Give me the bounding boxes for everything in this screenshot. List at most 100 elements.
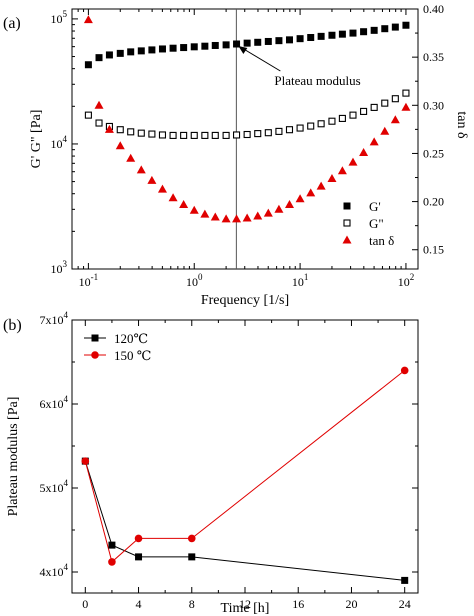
panel-a-series-1-point [158, 131, 167, 139]
panel-a-label: (a) [3, 15, 21, 32]
panel-a-series-1-point [243, 130, 251, 139]
panel-a-series-0-point [211, 41, 219, 49]
panel-a-series-1-point [328, 117, 336, 125]
panel-a-x-tick-label-base: 10 [292, 275, 304, 289]
panel-a-series-2-point [401, 102, 411, 111]
panel-b-label: (b) [3, 317, 22, 334]
panel-b-series-0-point [108, 541, 116, 549]
panel-a-y-tick-label: 105 [51, 9, 68, 26]
panel-a-series-1-point [264, 129, 272, 137]
panel-a-legend-marker-0 [343, 202, 351, 210]
panel-a-series-2-point [253, 211, 263, 220]
panel-a-series-2-point [337, 166, 347, 175]
panel-a-y2-tick-label: 0.40 [423, 2, 444, 16]
panel-a-series-0-point [275, 37, 283, 45]
panel-a-series-0-point [137, 47, 145, 55]
panel-a-series-1-point [317, 120, 325, 128]
panel-b-series-1-point [81, 457, 90, 465]
panel-a-series-2-point [168, 193, 178, 202]
panel-a-legend-marker-2 [342, 235, 352, 244]
panel-a-series-0-point [307, 34, 315, 42]
panel-a-series-2-point [104, 124, 114, 133]
panel-a-series-1-point [84, 111, 92, 119]
annotation-text: Plateau modulus [274, 73, 360, 88]
panel-b-y-tick-label: 4x104 [40, 562, 69, 579]
panel-b-x-tick-label: 20 [345, 597, 357, 611]
panel-b-y-tick-label: 5x104 [40, 478, 69, 495]
panel-a-series-0-point [338, 30, 346, 38]
panel-a-series-2-point [295, 194, 305, 203]
panel-a-x-tick-label-base: 10 [186, 275, 198, 289]
panel-b-legend-label-0: 120℃ [114, 331, 148, 346]
panel-a-series-2-point [200, 209, 210, 218]
panel-b-y-tick-label-base: 5x10 [40, 481, 64, 495]
panel-a-series-1-point [360, 107, 368, 115]
panel-a-x-tick-label-exp: -1 [91, 272, 99, 282]
panel-b-series-1-point [400, 366, 409, 375]
panel-a-series-1-point [285, 126, 294, 134]
panel-a-y-tick-label-exp: 4 [63, 134, 68, 144]
panel-a-series-0-point [201, 42, 209, 50]
panel-a-series-2-point [263, 208, 273, 217]
panel-b-y-tick-label-exp: 4 [64, 394, 69, 404]
panel-a-series-0-point [105, 51, 113, 59]
panel-a-y-tick-label-base: 10 [51, 137, 63, 151]
panel-a-series-0-point [381, 25, 389, 33]
panel-a-series-0-point [402, 21, 410, 29]
panel-a-series-1-point [391, 95, 399, 103]
panel-a-series-1-point [180, 131, 188, 139]
panel-a-series-0-point [116, 49, 124, 57]
panel-a-series-0-point [95, 54, 103, 62]
panel-a-legend-label-1: G" [369, 216, 384, 231]
panel-a-series-1-point [370, 103, 378, 111]
panel-b-y-tick-label: 6x104 [40, 394, 69, 411]
panel-a-series-1-point [95, 119, 103, 127]
panel-a-y-tick-label: 104 [51, 134, 68, 151]
panel-a-series-0-point [169, 44, 177, 52]
panel-a-series-0-point [370, 26, 378, 34]
panel-a-series-0-point [296, 35, 304, 43]
panel-b-x-tick-label: 8 [189, 597, 195, 611]
panel-a-series-1-point [254, 130, 262, 138]
panel-a-series-2-point [189, 205, 199, 214]
panel-a-legend-label-0: G' [369, 199, 381, 214]
panel-b-series-0-point [188, 553, 196, 561]
panel-a-legend-label-2: tan δ [369, 233, 394, 248]
panel-a-series-2-point [284, 199, 294, 208]
panel-a-y2-tick-label: 0.35 [423, 50, 444, 64]
panel-a-series-0-point [349, 29, 357, 37]
panel-a-series-2-point [115, 141, 125, 150]
panel-a-series-0-point [148, 46, 156, 54]
panel-a-y-tick-label-exp: 3 [63, 259, 68, 269]
panel-a-series-2-point [126, 153, 136, 162]
panel-b-series-1-line [84, 370, 406, 563]
panel-b-x-tick-label: 12 [239, 597, 251, 611]
panel-a-x-tick-label: 10-1 [79, 272, 99, 289]
panel-b-series-1-point [108, 558, 116, 566]
panel-a-series-1-point [402, 89, 410, 97]
panel-b-x-tick-label: 24 [399, 597, 411, 611]
panel-a-series-2-point [327, 173, 337, 182]
panel-a-series-1-point [232, 131, 241, 139]
panel-a-x-tick-label-exp: 0 [198, 272, 203, 282]
panel-a-series-1-point [296, 124, 304, 132]
panel-a-series-2-point [157, 184, 167, 193]
panel-a-y-tick-label-base: 10 [51, 12, 63, 26]
panel-a-series-1-point [349, 111, 357, 119]
panel-b-x-axis-label: Time [h] [221, 601, 270, 616]
panel-a-series-1-point [148, 130, 156, 138]
panel-a-series-0-point [243, 39, 251, 47]
panel-a-legend-marker-1 [343, 219, 351, 227]
panel-a-x-tick-label: 100 [186, 272, 203, 289]
panel-a-x-axis-label: Frequency [1/s] [201, 293, 289, 308]
panel-b-legend-marker-1 [91, 351, 99, 359]
panel-a-series-0-point [264, 37, 272, 45]
panel-a-series-2-point [306, 188, 316, 197]
panel-a-y-axis-label: G' G" [Pa] [29, 110, 44, 169]
panel-a-series-1-point [222, 131, 230, 139]
panel-a-y-tick-label-base: 10 [51, 262, 63, 276]
panel-b-y-tick-label: 7x104 [40, 310, 69, 327]
panel-a-series-2-point [147, 175, 157, 184]
panel-a-y-tick-label-exp: 5 [63, 9, 68, 19]
panel-a-x-tick-label-exp: 2 [410, 272, 415, 282]
